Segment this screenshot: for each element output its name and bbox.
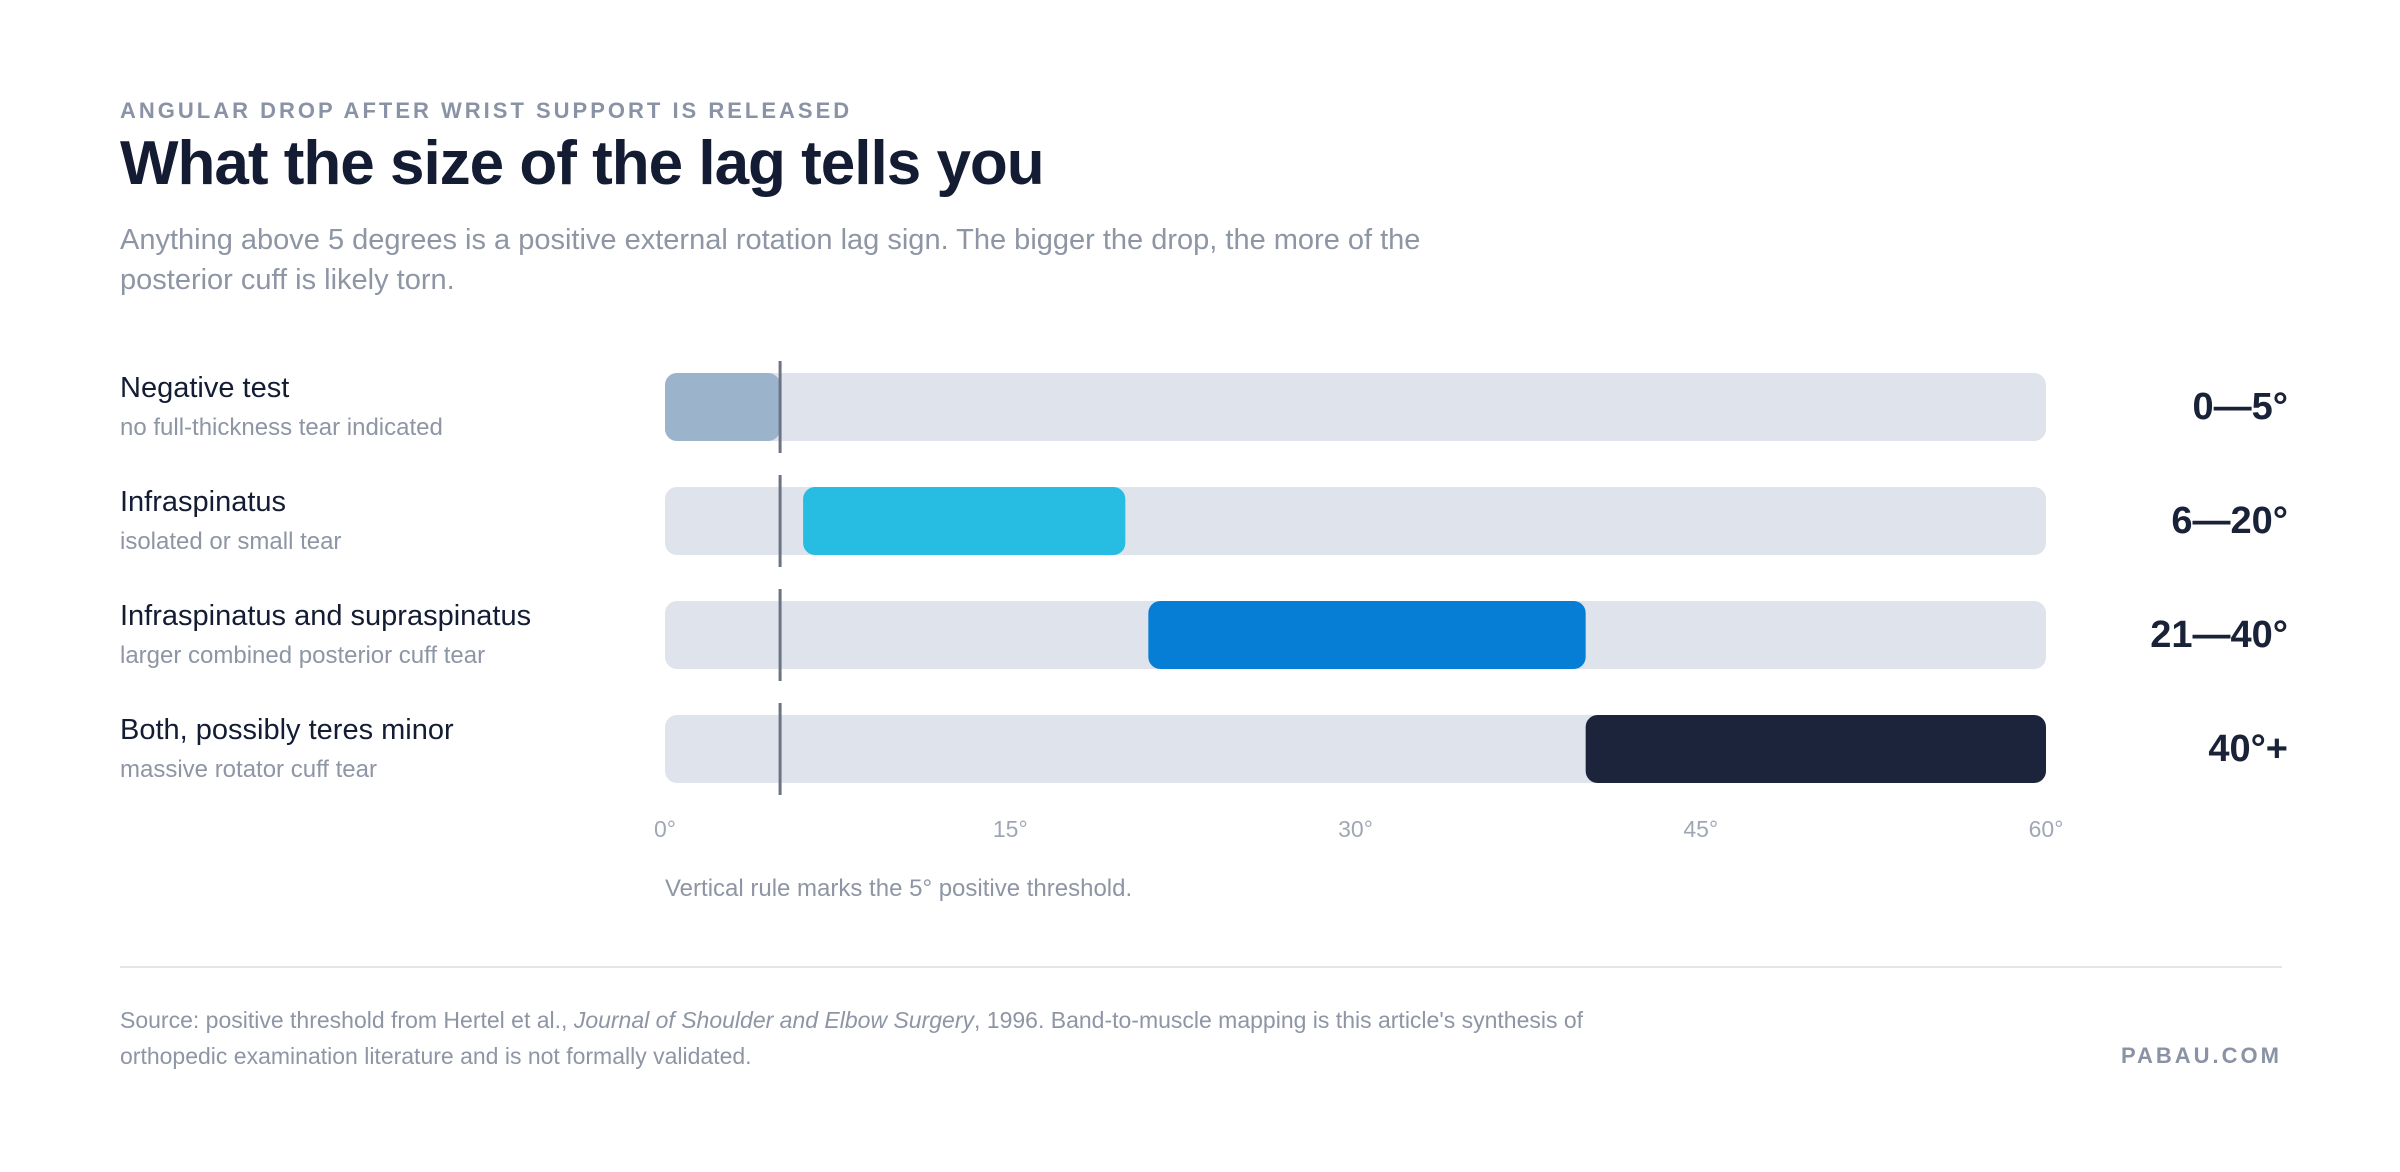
x-tick-label: 30° <box>1338 816 1373 842</box>
row-title-infra-supra: Infraspinatus and supraspinatus <box>120 600 532 632</box>
source-text: Source: positive threshold from Hertel e… <box>120 1002 1680 1074</box>
chart-subtitle: Anything above 5 degrees is a positive e… <box>120 224 1421 296</box>
range-label-negative: 0—5° <box>2192 386 2288 428</box>
bar-track-negative <box>665 373 2046 441</box>
bar-range-negative <box>665 373 781 441</box>
bar-range-infra-supra <box>1148 601 1586 669</box>
chart-note: Vertical rule marks the 5° positive thre… <box>665 875 1133 902</box>
x-tick-label: 45° <box>1683 816 1718 842</box>
chart-title: What the size of the lag tells you <box>120 129 1045 198</box>
range-label-teres-minor: 40°+ <box>2208 728 2288 770</box>
source-journal: Journal of Shoulder and Elbow Surgery <box>573 1007 974 1033</box>
brand-logo-text: PABAU.COM <box>2120 1043 2282 1068</box>
footer-divider <box>120 966 2282 968</box>
bar-range-teres-minor <box>1585 715 2046 783</box>
row-subtitle-infraspinatus: isolated or small tear <box>120 528 342 555</box>
row-subtitle-infra-supra: larger combined posterior cuff tear <box>120 642 486 669</box>
bar-range-infraspinatus <box>803 487 1126 555</box>
source-suffix: , 1996. Band-to-muscle mapping is this a… <box>120 1007 1584 1069</box>
range-label-infraspinatus: 6—20° <box>2171 500 2288 542</box>
x-tick-label: 60° <box>2029 816 2064 842</box>
row-title-teres-minor: Both, possibly teres minor <box>120 714 454 746</box>
range-label-infra-supra: 21—40° <box>2150 614 2288 656</box>
row-title-negative: Negative test <box>120 372 290 404</box>
x-tick-label: 0° <box>654 816 676 842</box>
source-prefix: Source: positive threshold from Hertel e… <box>120 1007 574 1033</box>
row-subtitle-teres-minor: massive rotator cuff tear <box>120 756 377 783</box>
chart-eyebrow: ANGULAR DROP AFTER WRIST SUPPORT IS RELE… <box>120 98 853 123</box>
x-tick-label: 15° <box>993 816 1028 842</box>
row-subtitle-negative: no full-thickness tear indicated <box>120 414 443 441</box>
row-title-infraspinatus: Infraspinatus <box>120 486 287 518</box>
